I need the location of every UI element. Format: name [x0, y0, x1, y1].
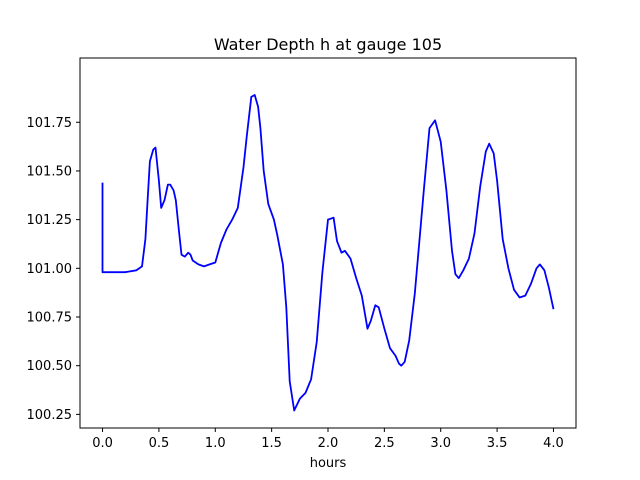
series-line — [101, 94, 555, 412]
y-tick-label: 100.50 — [27, 359, 73, 374]
x-tick-label: 0.5 — [149, 436, 170, 451]
x-tick-label: 4.0 — [543, 436, 564, 451]
x-tick-label: 1.5 — [261, 436, 282, 451]
y-tick-label: 100.75 — [27, 311, 73, 326]
x-tick-label: 2.5 — [374, 436, 395, 451]
y-tick-label: 101.50 — [27, 164, 73, 179]
x-axis: 0.0 0.5 1.0 1.5 2.0 2.5 3.0 3.5 4.0 — [92, 428, 564, 451]
x-tick-label: 3.0 — [430, 436, 451, 451]
y-tick-label: 101.75 — [27, 116, 73, 131]
x-tick-label: 0.0 — [92, 436, 113, 451]
x-tick-label: 1.0 — [205, 436, 226, 451]
x-axis-label: hours — [310, 456, 347, 471]
x-tick-label: 3.5 — [487, 436, 508, 451]
chart-title: Water Depth h at gauge 105 — [214, 35, 442, 54]
y-tick-label: 101.00 — [27, 262, 73, 277]
y-tick-label: 101.25 — [27, 213, 73, 228]
y-axis: 100.25 100.50 100.75 101.00 101.25 101.50 101.… — [27, 116, 80, 423]
y-tick-label: 100.25 — [27, 408, 73, 423]
x-tick-label: 2.0 — [318, 436, 339, 451]
